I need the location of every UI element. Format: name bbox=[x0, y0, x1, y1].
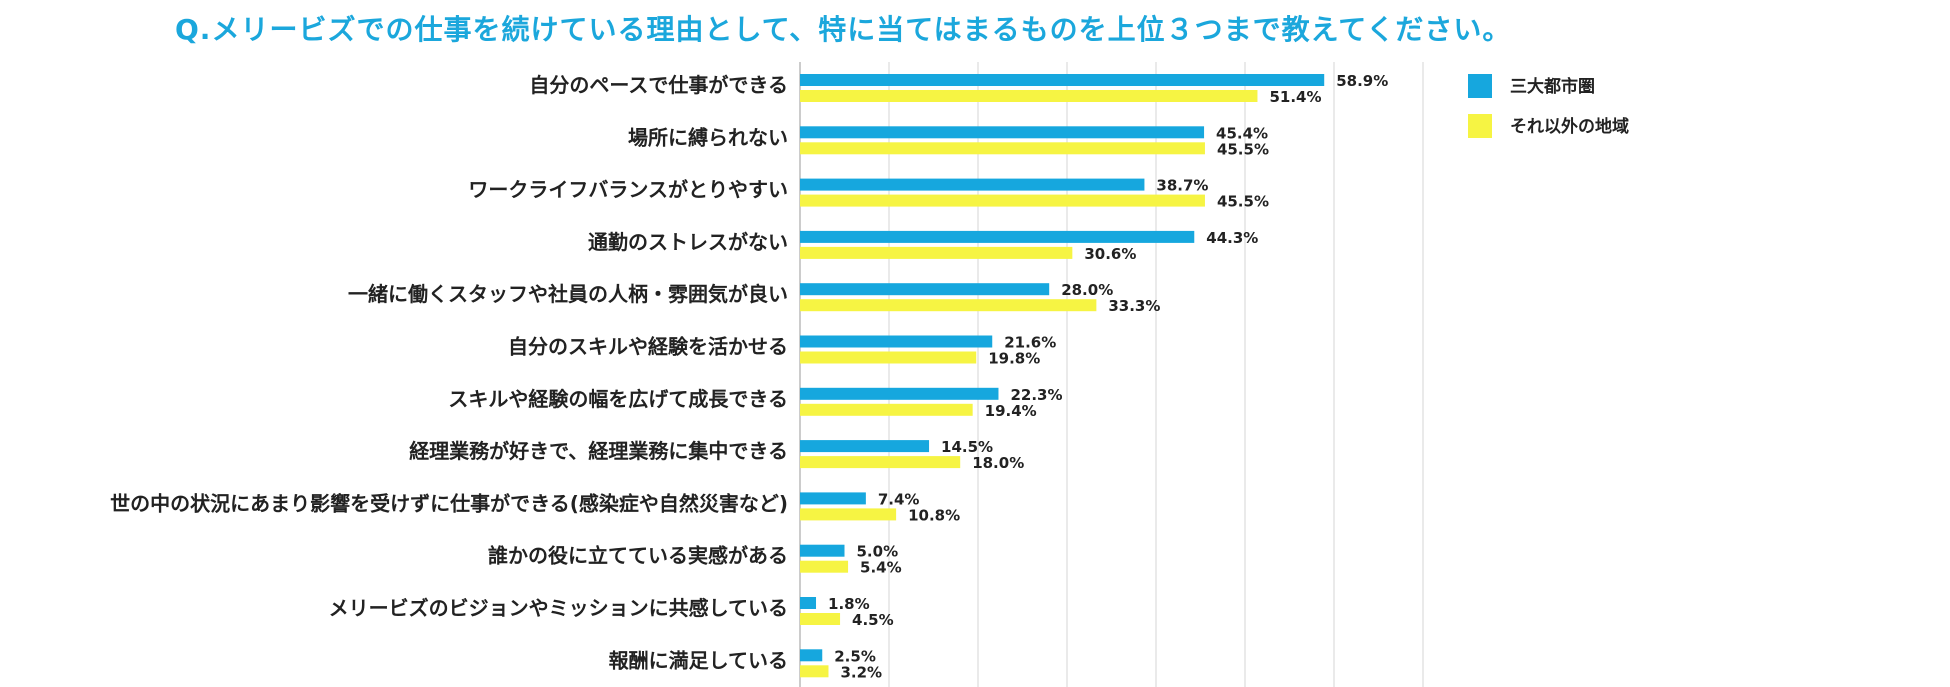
data-label: 58.9% bbox=[1336, 72, 1388, 90]
bar-series1 bbox=[800, 649, 823, 662]
category-label: ワークライフバランスがとりやすい bbox=[468, 178, 788, 202]
data-label: 19.4% bbox=[985, 402, 1037, 420]
data-label: 21.6% bbox=[1004, 334, 1056, 352]
category-label: スキルや経験の幅を広げて成長できる bbox=[448, 387, 788, 411]
bar-series2 bbox=[800, 456, 961, 469]
bar-series1 bbox=[800, 544, 845, 557]
category-label: 通勤のストレスがない bbox=[588, 230, 788, 254]
bar-series1 bbox=[800, 492, 866, 505]
bar-series2 bbox=[800, 246, 1073, 259]
legend-swatch bbox=[1468, 74, 1492, 98]
category-label: 場所に縛られない bbox=[628, 125, 788, 149]
data-label: 14.5% bbox=[941, 438, 993, 456]
legend-label: それ以外の地域 bbox=[1510, 116, 1629, 137]
data-label: 7.4% bbox=[878, 490, 920, 508]
bar-series1 bbox=[800, 178, 1145, 191]
legend-label: 三大都市圏 bbox=[1510, 76, 1595, 97]
data-label: 18.0% bbox=[972, 454, 1024, 472]
category-label: 世の中の状況にあまり影響を受けずに仕事ができる(感染症や自然災害など) bbox=[110, 491, 788, 515]
bar-series2 bbox=[800, 351, 977, 364]
data-label: 44.3% bbox=[1206, 229, 1258, 247]
chart-title: Q.メリービズでの仕事を続けている理由として、特に当てはまるものを上位３つまで教… bbox=[175, 13, 1512, 46]
data-label: 19.8% bbox=[988, 350, 1040, 368]
bar-series2 bbox=[800, 194, 1205, 207]
bar-series2 bbox=[800, 90, 1258, 102]
legend-swatch bbox=[1468, 114, 1492, 138]
data-label: 4.5% bbox=[852, 611, 894, 629]
bar-series1 bbox=[800, 230, 1195, 243]
data-label: 5.0% bbox=[857, 543, 899, 561]
category-label: 経理業務が好きで、経理業務に集中できる bbox=[409, 439, 788, 463]
data-label: 10.8% bbox=[908, 506, 960, 524]
category-label: 自分のペースで仕事ができる bbox=[529, 73, 788, 97]
bar-series1 bbox=[800, 283, 1050, 296]
data-label: 45.5% bbox=[1217, 140, 1269, 158]
data-label: 33.3% bbox=[1108, 297, 1160, 315]
bar-series2 bbox=[800, 665, 829, 678]
data-label: 22.3% bbox=[1010, 386, 1062, 404]
bar-series2 bbox=[800, 142, 1205, 155]
bar-series2 bbox=[800, 560, 849, 573]
bar-series2 bbox=[800, 508, 897, 521]
bar-series1 bbox=[800, 387, 999, 400]
category-label: 自分のスキルや経験を活かせる bbox=[508, 335, 788, 359]
category-label: 誰かの役に立てている実感がある bbox=[488, 544, 788, 568]
bar-series1 bbox=[800, 335, 993, 348]
data-label: 51.4% bbox=[1269, 88, 1321, 106]
bar-series1 bbox=[800, 440, 930, 453]
bar-series2 bbox=[800, 403, 973, 416]
bar-series1 bbox=[800, 126, 1205, 139]
data-label: 45.5% bbox=[1217, 193, 1269, 211]
bar-series2 bbox=[800, 613, 841, 625]
category-label: 報酬に満足している bbox=[609, 648, 788, 672]
data-label: 1.8% bbox=[828, 595, 870, 613]
bar-series1 bbox=[800, 74, 1325, 86]
data-label: 38.7% bbox=[1156, 177, 1208, 195]
data-label: 5.4% bbox=[860, 559, 902, 577]
data-label: 2.5% bbox=[834, 647, 876, 665]
bar-series2 bbox=[800, 299, 1097, 312]
data-label: 45.4% bbox=[1216, 124, 1268, 142]
bar-series1 bbox=[800, 597, 817, 609]
category-label: メリービズのビジョンやミッションに共感している bbox=[329, 596, 788, 620]
category-label: 一緒に働くスタッフや社員の人柄・雰囲気が良い bbox=[348, 282, 788, 306]
data-label: 3.2% bbox=[840, 663, 882, 681]
data-label: 30.6% bbox=[1084, 245, 1136, 263]
data-label: 28.0% bbox=[1061, 281, 1113, 299]
